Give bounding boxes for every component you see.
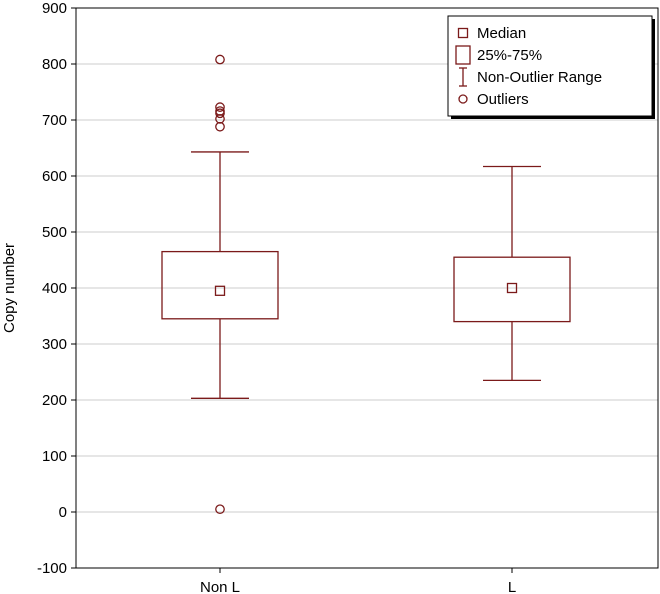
y-tick-label: 100 (42, 448, 67, 465)
y-tick-label: -100 (37, 560, 67, 577)
x-axis: Non L L (200, 568, 516, 594)
outlier-point (215, 121, 225, 132)
box-l (453, 165, 571, 382)
y-tick-label: 200 (42, 392, 67, 409)
y-axis: -100 0 100 200 300 400 500 600 700 800 900 (37, 0, 76, 577)
y-tick-label: 500 (42, 224, 67, 241)
y-tick-label: 700 (42, 112, 67, 129)
y-tick-label: 800 (42, 56, 67, 73)
legend-box (447, 15, 653, 117)
x-tick-label: L (508, 579, 516, 594)
box-non-l (161, 54, 279, 515)
outlier-point (215, 108, 225, 119)
median-marker (506, 282, 518, 294)
legend-median-symbol (457, 27, 469, 39)
legend-outlier-symbol (458, 94, 468, 104)
x-tick-label: Non L (200, 579, 240, 594)
grid-lines (76, 63, 658, 513)
outlier-point (215, 102, 225, 112)
outlier-point (215, 114, 225, 124)
legend-box-label: 25%-75% (477, 47, 542, 64)
y-tick-label: 0 (59, 504, 67, 521)
y-tick-label: 400 (42, 280, 67, 297)
outlier-point (215, 54, 225, 65)
plot-frame (75, 7, 659, 569)
iqr-box (453, 256, 571, 323)
boxes (161, 54, 571, 515)
y-tick-label: 900 (42, 0, 67, 17)
legend-range-symbol (459, 67, 467, 87)
legend-median-label: Median (477, 25, 526, 42)
y-tick-label: 300 (42, 336, 67, 353)
legend-outlier-label: Outliers (477, 91, 529, 108)
median-marker (214, 285, 226, 296)
y-tick-label: 600 (42, 168, 67, 185)
y-axis-title: Copy number (1, 243, 18, 333)
iqr-box (161, 250, 279, 320)
outlier-point (215, 504, 225, 515)
legend-box-symbol (455, 45, 471, 65)
legend: Median 25%-75% Non-Outlier Range Outlier… (447, 15, 655, 119)
legend-range-label: Non-Outlier Range (477, 69, 602, 86)
